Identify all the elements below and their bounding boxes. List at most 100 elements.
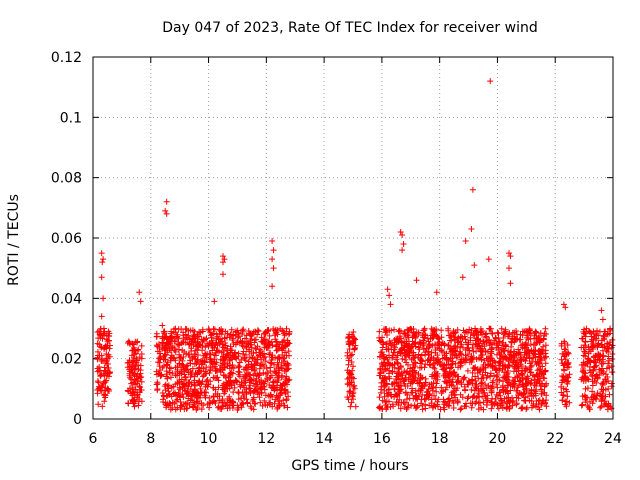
data-point — [238, 379, 245, 386]
data-point — [208, 331, 215, 338]
data-point — [507, 253, 514, 260]
data-point — [457, 343, 464, 350]
data-point — [187, 392, 194, 399]
data-point — [241, 354, 248, 361]
data-point — [177, 399, 184, 406]
data-point — [99, 335, 106, 342]
data-point — [189, 355, 196, 362]
data-point — [385, 370, 392, 377]
data-point — [541, 389, 548, 396]
data-point — [204, 376, 211, 383]
data-point — [138, 398, 145, 405]
data-point — [591, 378, 598, 385]
data-point — [438, 327, 445, 334]
data-point — [206, 404, 213, 411]
data-point — [219, 367, 226, 374]
data-point — [404, 332, 411, 339]
data-point — [187, 360, 194, 367]
data-point — [396, 386, 403, 393]
plot-frame — [92, 56, 614, 420]
data-point — [402, 389, 409, 396]
data-point — [537, 350, 544, 357]
data-point — [162, 381, 169, 388]
data-point — [238, 404, 245, 411]
data-point — [164, 359, 171, 366]
data-point — [172, 372, 179, 379]
data-point — [537, 382, 544, 389]
data-point — [528, 390, 535, 397]
data-point — [203, 335, 210, 342]
data-point — [427, 362, 434, 369]
data-point — [430, 326, 437, 333]
data-point — [432, 403, 439, 410]
data-point — [281, 386, 288, 393]
data-point — [248, 344, 255, 351]
data-point — [443, 350, 450, 357]
data-point — [397, 350, 404, 357]
data-point — [281, 343, 288, 350]
data-point — [255, 328, 262, 335]
data-point — [392, 391, 399, 398]
data-point — [391, 393, 398, 400]
data-point — [464, 367, 471, 374]
data-point — [204, 383, 211, 390]
data-point — [579, 401, 586, 408]
data-point — [126, 385, 133, 392]
data-point — [243, 351, 250, 358]
data-point — [278, 344, 285, 351]
data-point — [284, 404, 291, 411]
data-point — [518, 390, 525, 397]
data-point — [106, 345, 113, 352]
data-point — [508, 354, 515, 361]
data-point — [171, 389, 178, 396]
data-point — [535, 334, 542, 341]
data-point — [422, 401, 429, 408]
data-point — [524, 393, 531, 400]
data-point — [527, 330, 534, 337]
data-point — [153, 368, 160, 375]
data-point — [258, 381, 265, 388]
data-point — [585, 343, 592, 350]
data-point — [208, 342, 215, 349]
data-point — [350, 389, 357, 396]
data-point — [538, 357, 545, 364]
data-point — [98, 357, 105, 364]
data-point — [438, 363, 445, 370]
data-point — [216, 366, 223, 373]
data-point — [246, 354, 253, 361]
data-point — [345, 361, 352, 368]
data-point — [376, 353, 383, 360]
data-point — [213, 374, 220, 381]
data-point — [450, 330, 457, 337]
data-point — [173, 397, 180, 404]
data-point — [227, 354, 234, 361]
data-point — [344, 349, 351, 356]
data-point — [502, 341, 509, 348]
data-point — [491, 401, 498, 408]
data-point — [381, 361, 388, 368]
data-point — [132, 386, 139, 393]
data-point — [184, 405, 191, 412]
data-point — [420, 339, 427, 346]
data-point — [565, 377, 572, 384]
data-point — [476, 367, 483, 374]
data-point — [443, 356, 450, 363]
data-point — [377, 370, 384, 377]
data-point — [458, 379, 465, 386]
data-point — [135, 402, 142, 409]
data-point — [458, 405, 465, 412]
data-point — [535, 362, 542, 369]
data-point — [163, 339, 170, 346]
data-point — [420, 327, 427, 334]
data-point — [266, 332, 273, 339]
data-point — [599, 365, 606, 372]
data-point — [218, 362, 225, 369]
data-point — [525, 352, 532, 359]
data-point — [479, 371, 486, 378]
data-point — [605, 348, 612, 355]
data-point — [589, 372, 596, 379]
data-point — [486, 361, 493, 368]
data-point — [177, 354, 184, 361]
data-point — [528, 404, 535, 411]
data-point — [536, 339, 543, 346]
